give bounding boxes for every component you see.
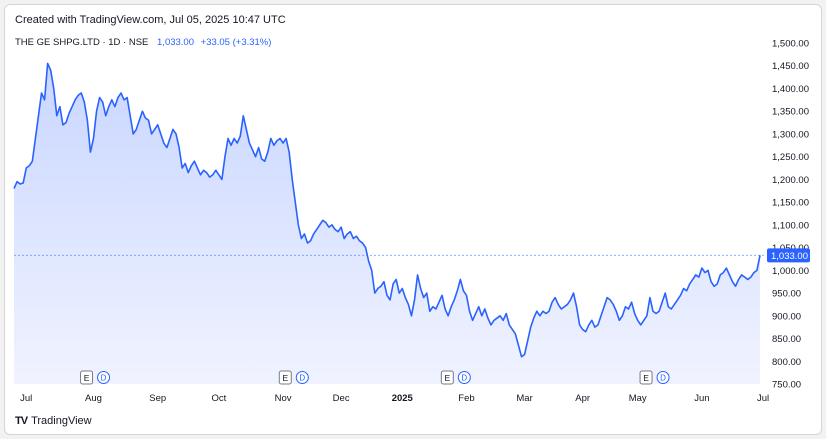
x-tick-label: Sep [149,393,166,404]
y-tick-label: 1,200.00 [772,175,809,186]
dividend-marker[interactable] [457,371,471,384]
dividend-marker[interactable] [97,371,111,384]
x-tick-label: May [629,393,647,404]
price-change: +33.05 (+3.31%) [200,37,272,48]
x-tick-label: Feb [458,393,474,404]
y-tick-label: 1,400.00 [772,84,809,95]
price-series-line [13,62,761,358]
y-tick-label: 900.00 [772,311,801,322]
y-tick-label: 750.00 [772,380,801,391]
x-tick-label: Oct [211,393,226,404]
tradingview-brand: TV TradingView [15,415,92,427]
y-axis: 1,500.00 1,450.00 1,400.00 1,350.00 1,300.00… [772,39,809,391]
y-tick-label: 1,000.00 [772,266,809,277]
price-area-fill [14,63,760,385]
earnings-marker[interactable] [80,370,94,385]
earnings-marker[interactable] [440,370,454,385]
dividend-marker-label: D [299,374,305,383]
x-tick-label: Jul [757,393,769,404]
y-tick-label: 1,300.00 [772,129,809,140]
y-tick-label: 950.00 [772,289,801,300]
earnings-marker[interactable] [639,370,653,385]
earnings-marker-label: E [444,373,450,383]
y-tick-label: 1,450.00 [772,61,809,72]
x-tick-label: Mar [516,393,532,404]
x-tick-label: 2025 [392,393,414,404]
x-tick-label: Apr [575,393,590,404]
y-tick-label: 1,350.00 [772,107,809,118]
y-tick-label: 1,500.00 [772,39,809,50]
x-tick-label: Aug [85,393,102,404]
dividend-marker[interactable] [656,371,670,384]
symbol-name: THE GE SHPG.LTD · 1D · NSE [15,37,149,48]
created-note: Created with TradingView.com, Jul 05, 20… [15,14,286,26]
dividend-marker-label: D [461,374,467,383]
y-tick-label: 800.00 [772,357,801,368]
x-tick-label: Jul [20,393,32,404]
last-price-label: 1,033.00 [771,251,808,262]
dividend-marker-label: D [101,374,107,383]
x-tick-label: Jun [694,393,709,404]
y-tick-label: 1,100.00 [772,220,809,231]
earnings-marker-label: E [643,373,649,383]
dividend-marker-label: D [660,374,666,383]
earnings-marker-label: E [84,373,90,383]
plot-area: 1,033.00 [13,62,810,385]
symbol-legend: THE GE SHPG.LTD · 1D · NSE 1,033.00 +33.… [15,37,271,48]
tradingview-logo-icon: TV [15,415,28,427]
x-axis: Jul Aug Sep Oct Nov Dec 2025 Feb Mar Apr May Jun Jul [20,393,769,404]
last-price-label-bg [767,248,810,263]
x-tick-label: Nov [275,393,292,404]
dividend-marker[interactable] [295,371,309,384]
x-tick-label: Dec [333,393,350,404]
y-tick-label: 850.00 [772,334,801,345]
y-tick-label: 1,150.00 [772,198,809,209]
earnings-marker[interactable] [278,370,292,385]
brand-label: TradingView [31,415,92,427]
earnings-marker-label: E [282,373,288,383]
last-price: 1,033.00 [157,37,194,48]
y-tick-label: 1,250.00 [772,152,809,163]
